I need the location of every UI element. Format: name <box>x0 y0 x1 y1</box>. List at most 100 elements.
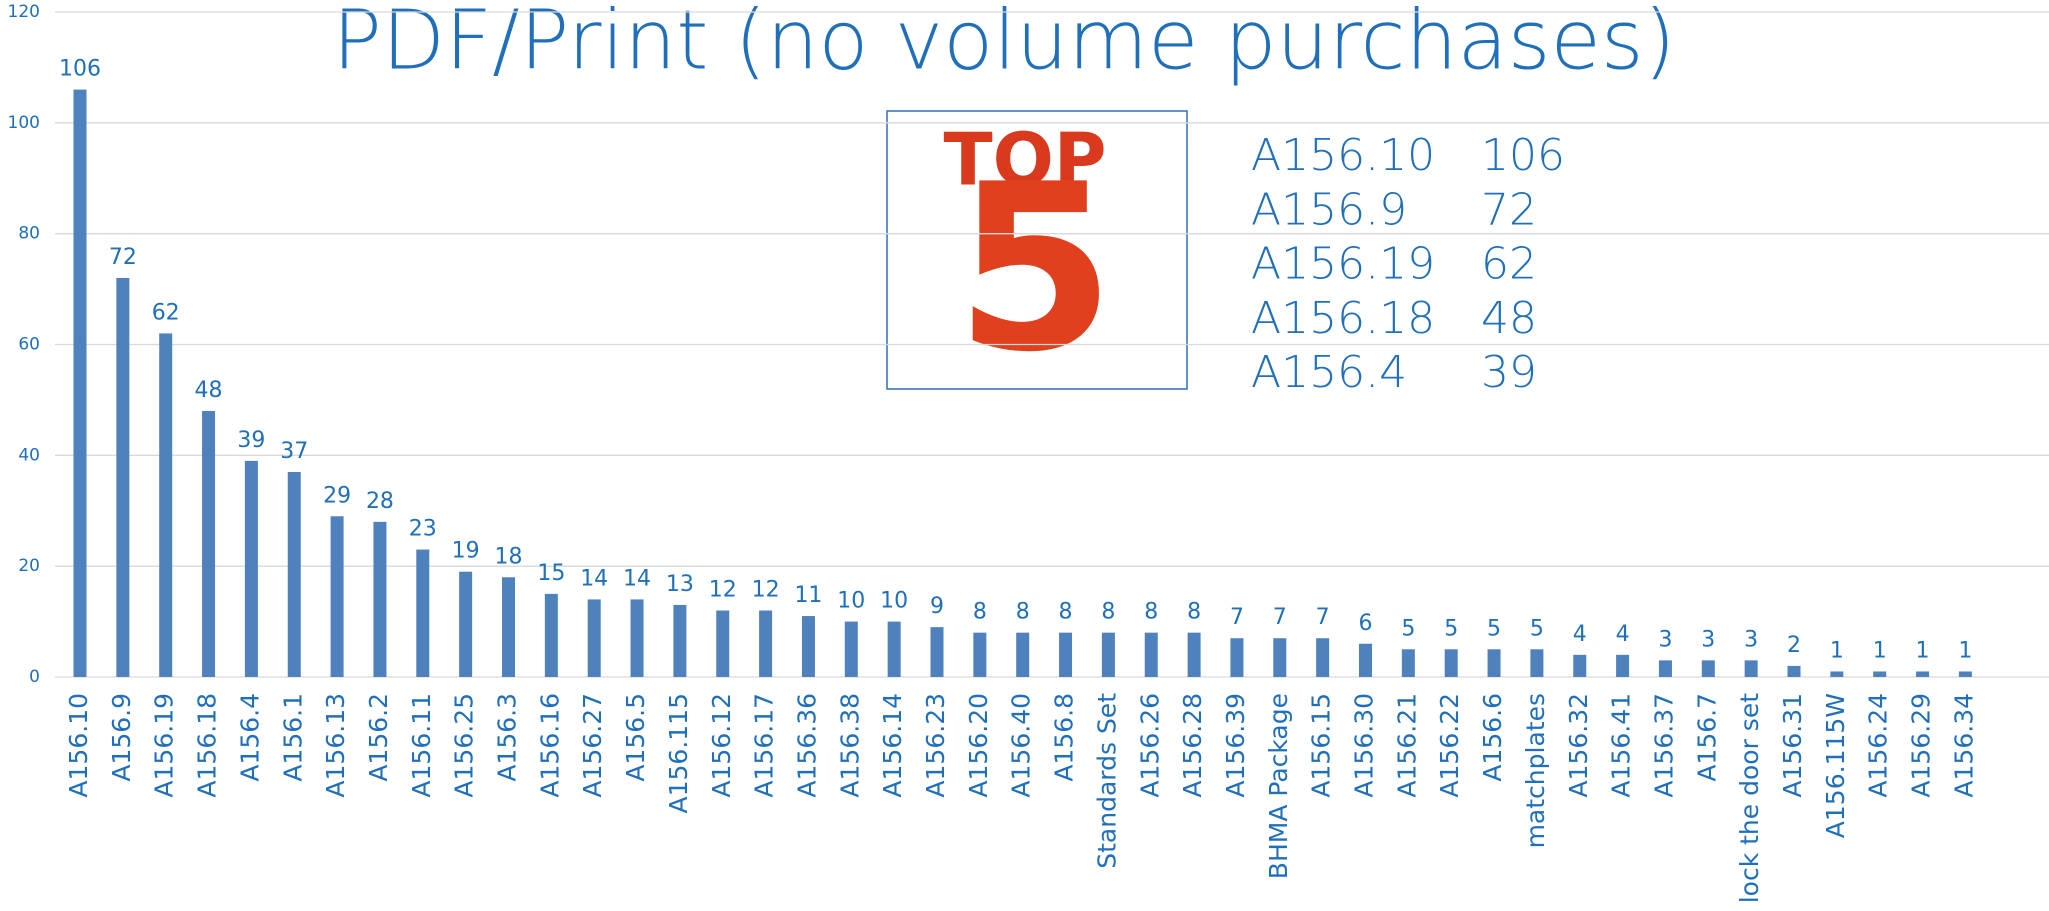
x-tick-label: A156.36 <box>792 693 821 798</box>
bar <box>373 521 387 677</box>
value-label: 11 <box>794 583 822 608</box>
value-label: 1 <box>1916 638 1930 663</box>
x-tick-label: A156.115W <box>1821 693 1850 838</box>
bar <box>459 571 473 677</box>
bar <box>1916 671 1930 677</box>
value-label: 28 <box>366 489 394 514</box>
top-value: 106 <box>1481 130 1565 181</box>
value-label: 12 <box>752 578 780 603</box>
x-tick-label: A156.23 <box>921 693 950 798</box>
bar <box>759 610 773 677</box>
x-tick-label: A156.6 <box>1478 693 1507 782</box>
value-label: 8 <box>1016 600 1030 625</box>
x-tick-label: A156.41 <box>1607 693 1636 798</box>
value-label: 4 <box>1616 622 1630 647</box>
x-tick-label: A156.39 <box>1221 693 1250 798</box>
top-value: 72 <box>1481 184 1537 235</box>
x-tick-label: A156.32 <box>1564 693 1593 798</box>
x-tick-label: A156.29 <box>1907 693 1936 798</box>
x-tick-label: A156.12 <box>707 693 736 798</box>
bar <box>673 604 687 677</box>
value-label: 8 <box>1187 600 1201 625</box>
badge-word: TOP <box>943 118 1106 202</box>
x-tick-label: A156.4 <box>235 693 264 782</box>
value-label: 14 <box>623 566 651 591</box>
x-tick-label: Standards Set <box>1092 693 1121 869</box>
bar <box>244 460 258 677</box>
value-label: 13 <box>666 572 694 597</box>
value-label: 39 <box>237 428 265 453</box>
bar <box>1487 649 1501 677</box>
top-value: 62 <box>1481 239 1537 290</box>
value-label: 5 <box>1487 616 1501 641</box>
value-label: 14 <box>580 566 608 591</box>
x-tick-label: A156.40 <box>1007 693 1036 798</box>
x-tick-label: A156.22 <box>1435 693 1464 798</box>
x-tick-label: A156.18 <box>193 693 222 798</box>
value-label: 1 <box>1873 638 1887 663</box>
x-tick-label: A156.3 <box>493 693 522 782</box>
bar <box>1830 671 1844 677</box>
bar <box>1958 671 1972 677</box>
top-name: A156.19 <box>1251 239 1435 290</box>
bar <box>544 593 558 677</box>
value-label: 7 <box>1273 605 1287 630</box>
bar <box>1401 649 1415 677</box>
x-tick-label: A156.28 <box>1178 693 1207 798</box>
bar <box>1187 632 1201 677</box>
x-tick-label: A156.2 <box>364 693 393 782</box>
x-tick-label: A156.7 <box>1692 693 1721 782</box>
x-tick-label: matchplates <box>1521 693 1550 848</box>
x-tick-label: A156.26 <box>1135 693 1164 798</box>
x-tick-label: A156.15 <box>1307 693 1336 798</box>
value-label: 3 <box>1658 627 1672 652</box>
x-tick-label: A156.21 <box>1392 693 1421 798</box>
value-label: 5 <box>1444 616 1458 641</box>
bar <box>287 471 301 677</box>
x-tick-label: lock the door set <box>1735 693 1764 903</box>
bar <box>116 278 130 677</box>
bar <box>844 621 858 677</box>
top-name: A156.9 <box>1251 184 1407 235</box>
value-label: 72 <box>109 245 137 270</box>
value-label: 62 <box>152 300 180 325</box>
chart-title: PDF/Print (no volume purchases) <box>332 0 1675 89</box>
bar <box>330 516 344 677</box>
value-label: 106 <box>59 57 101 82</box>
top-value: 48 <box>1481 293 1537 344</box>
x-tick-label: A156.9 <box>107 693 136 782</box>
bar <box>416 549 430 677</box>
y-tick-label: 60 <box>18 335 40 355</box>
badge-frame <box>886 110 1188 390</box>
x-tick-label: A156.31 <box>1778 693 1807 798</box>
value-label: 7 <box>1230 605 1244 630</box>
x-tick-label: A156.10 <box>64 693 93 798</box>
x-tick-label: A156.11 <box>407 693 436 798</box>
value-label: 1 <box>1830 638 1844 663</box>
value-label: 19 <box>452 539 480 564</box>
bar <box>716 610 730 677</box>
bar <box>1444 649 1458 677</box>
bar <box>502 577 515 677</box>
bar <box>1744 660 1758 677</box>
value-label: 48 <box>195 378 223 403</box>
top-name: A156.4 <box>1251 347 1407 398</box>
x-tick-label: A156.1 <box>278 693 307 782</box>
bar <box>587 599 601 677</box>
top-name: A156.10 <box>1251 130 1435 181</box>
value-label: 8 <box>1101 600 1115 625</box>
bar <box>1873 671 1887 677</box>
value-label: 2 <box>1787 633 1801 658</box>
bar <box>1530 649 1544 677</box>
value-label: 4 <box>1573 622 1587 647</box>
bar <box>73 89 87 678</box>
x-tick-label: A156.115 <box>664 693 693 813</box>
value-label: 6 <box>1359 611 1373 636</box>
value-label: 5 <box>1401 616 1415 641</box>
value-label: 29 <box>323 483 351 508</box>
y-tick-label: 0 <box>29 667 40 687</box>
bar <box>973 632 987 677</box>
bar <box>630 599 644 677</box>
x-tick-label: A156.30 <box>1350 693 1379 798</box>
